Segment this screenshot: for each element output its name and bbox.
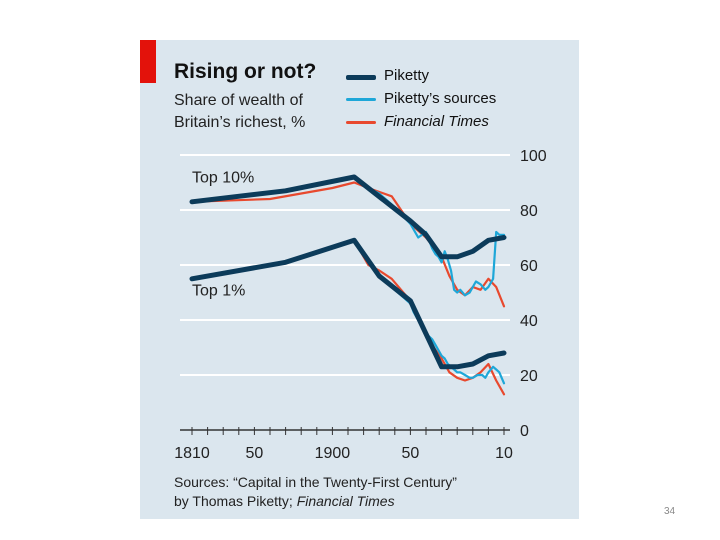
y-tick-label-100: 100 bbox=[520, 148, 547, 165]
legend-item-piketty: Piketty bbox=[346, 67, 430, 84]
x-tick-label-1: 50 bbox=[246, 445, 264, 462]
brand-red-tab bbox=[140, 40, 156, 83]
y-tick-label-60: 60 bbox=[520, 258, 538, 275]
legend-label-financial-times: Financial Times bbox=[384, 113, 489, 130]
x-tick-label-4: 10 bbox=[495, 445, 513, 462]
chart-plot: 0 20 40 60 80 100 1810 50 1900 50 10 Top 10% Top 1% bbox=[174, 148, 547, 462]
legend-item-pikettys-sources: Piketty’s sources bbox=[346, 90, 497, 107]
legend-label-piketty: Piketty bbox=[384, 67, 430, 84]
source-line-2-prefix: by Thomas Piketty; bbox=[174, 493, 297, 509]
legend-label-pikettys-sources: Piketty’s sources bbox=[384, 90, 497, 107]
x-tick-label-3: 50 bbox=[402, 445, 420, 462]
y-tick-label-40: 40 bbox=[520, 313, 538, 330]
chart-panel: Rising or not? Share of wealth of Britai… bbox=[140, 40, 579, 519]
source-line-2-ft: Financial Times bbox=[296, 493, 395, 509]
legend-swatch-financial-times bbox=[346, 121, 376, 124]
series-line-piketty-top1 bbox=[189, 237, 507, 370]
source-line-1: Sources: “Capital in the Twenty-First Ce… bbox=[174, 474, 457, 490]
legend-swatch-pikettys-sources bbox=[346, 98, 376, 101]
series-label-0: Top 10% bbox=[192, 170, 254, 187]
chart-source: Sources: “Capital in the Twenty-First Ce… bbox=[174, 473, 554, 511]
series-label-1: Top 1% bbox=[192, 282, 245, 299]
series-line-piketty-top10 bbox=[189, 174, 507, 260]
legend-item-financial-times: Financial Times bbox=[346, 113, 489, 130]
page-number: 34 bbox=[664, 506, 676, 517]
y-tick-label-20: 20 bbox=[520, 368, 538, 385]
y-tick-label-0: 0 bbox=[520, 423, 529, 440]
chart-subtitle: Share of wealth of Britain’s richest, % bbox=[174, 92, 306, 131]
source-line-2: by Thomas Piketty; Financial Times bbox=[174, 492, 554, 511]
y-tick-label-80: 80 bbox=[520, 203, 538, 220]
series-line-financial-times-top1 bbox=[353, 239, 506, 396]
x-tick-label-2: 1900 bbox=[315, 445, 351, 462]
x-tick-label-0: 1810 bbox=[174, 445, 210, 462]
legend-swatch-piketty bbox=[346, 75, 376, 80]
series-line-piketty-s-sources-top10 bbox=[367, 186, 506, 297]
chart-title: Rising or not? bbox=[174, 60, 317, 83]
